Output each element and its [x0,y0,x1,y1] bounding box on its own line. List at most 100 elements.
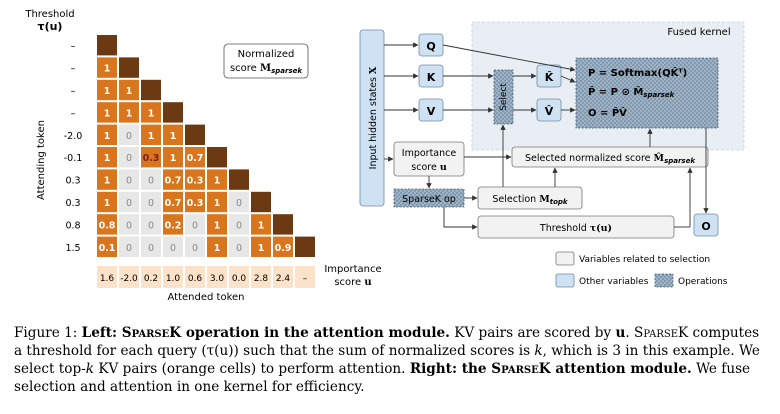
importance-score-cell [273,266,293,288]
matrix-cell-value: 0.9 [275,243,292,254]
matrix-cell-value: 0.7 [165,176,182,187]
caption-k2: k [85,361,95,377]
matrix-cell-value: 0 [148,220,154,231]
matrix-cell [119,79,139,101]
row-threshold-value: – [71,108,76,119]
matrix-cell-value: 0 [126,198,132,209]
matrix-cell [207,214,227,235]
importance-score-cell [295,266,315,288]
selection-box [477,186,583,210]
matrix-cell [97,102,117,123]
score-matrix: 11 11 1 11 0 1 11 0 0.3 1 0.71 0 0 0.7 0.3 11 0 0 0.7 0.3 1 0… [97,35,315,257]
row-threshold-value: – [71,86,76,97]
matrix-cell-value: 0.2 [165,220,182,231]
matrix-cell [141,124,161,145]
matrix-cell-value: 1 [104,198,111,209]
importance-score-cell [97,266,117,288]
matrix-cell-value: 0 [126,131,132,142]
matrix-cell [295,236,315,257]
importance-score-cell [141,266,161,288]
figure-svg: Threshold τ(u) Attending token – – – – -2.0 -… [24,9,745,303]
threshold-label: Threshold [24,9,74,20]
output-o-box [693,213,719,237]
row-threshold-value: – [71,41,76,52]
importance-score-line1: Importance [402,148,457,159]
legend-other-vars: Other variables [579,277,649,287]
matrix-cell [273,214,293,235]
caption-right-head: Right: the SparseK attention module. [409,361,692,377]
importance-score-label-1: Importance [324,264,381,275]
matrix-cell [251,214,271,235]
sparsek-attention-module: Fused kernel Input hidden states X Q K V… [359,21,745,288]
threshold-tau-label: τ(u) [38,20,63,33]
matrix-cell-value: 1 [104,108,111,119]
sparsek-matrix-panel: Threshold τ(u) Attending token – – – – -2.0 -… [24,9,381,303]
caption-tau: τ(u) [206,343,234,359]
importance-score-cell [229,266,249,288]
row-threshold-value: 0.8 [65,220,80,231]
matrix-cell [185,124,205,145]
input-hidden-states-box [359,29,385,207]
matrix-cell [97,147,117,168]
matrix-cell [97,236,117,257]
matrix-cell [207,236,227,257]
k-hat-label: K̂ [545,71,554,84]
matrix-cell-value: 0.3 [187,198,204,209]
importance-score-value: 2.8 [254,274,269,284]
row-threshold-value: 0.3 [65,198,80,209]
matrix-cell-value: 0 [236,243,242,254]
importance-score-cell [185,266,205,288]
importance-score-value: 1.0 [166,274,181,284]
matrix-cell-value: 1 [104,131,111,142]
matrix-cell [97,79,117,101]
matrix-cell [185,214,205,235]
matrix-cell [97,57,117,78]
importance-score-cell [119,266,139,288]
figure-stage: Threshold τ(u) Attending token – – – – -2.0 -… [24,9,745,303]
matrix-cell [251,191,271,213]
sparsek-op-label: SparseK op [402,194,456,205]
q-label: Q [426,40,435,53]
matrix-cell-value: 1 [104,176,111,187]
matrix-cell-value: 0 [148,176,154,187]
matrix-cell [207,169,227,190]
attention-op-box [575,57,719,129]
matrix-cell-value: 1 [170,131,177,142]
legend-selection-vars: Variables related to selection [579,255,710,265]
output-o-label: O [701,220,710,233]
matrix-cell [229,236,249,257]
matrix-cell-value: 0 [192,243,198,254]
matrix-cell [119,191,139,213]
importance-score-cell [163,266,183,288]
importance-score-cell [251,266,271,288]
importance-score-value: 2.4 [276,274,291,284]
matrix-cell [163,124,183,145]
caption-left-text4: , which is 3 in this example. We select … [14,343,760,377]
matrix-cell [119,214,139,235]
matrix-cell-value: 0 [170,243,176,254]
matrix-cell-value: 0.7 [187,153,204,164]
matrix-cell-value: 0 [236,198,242,209]
matrix-cell-value: 0.7 [165,198,182,209]
matrix-cell [97,214,117,235]
matrix-cell-value: 1 [214,243,221,254]
matrix-cell-value: 1 [126,86,133,97]
row-threshold-value: – [71,64,76,75]
k-label: K [427,71,436,84]
matrix-cell-value: 1 [258,243,265,254]
matrix-cell-value: 1 [258,220,265,231]
matrix-cell [207,147,227,168]
legend-operations: Operations [678,277,728,287]
matrix-cell [185,236,205,257]
matrix-cell [141,236,161,257]
importance-score-line2: score u [411,162,447,173]
matrix-cell-value: 1 [214,176,221,187]
matrix-cell-value: 0 [126,220,132,231]
matrix-cell [185,191,205,213]
caption-right-text: We fuse selection and attention in one k… [14,361,751,395]
matrix-cell-value: 0.1 [99,243,116,254]
matrix-cell-value: 1 [148,108,155,119]
importance-score-value: 1.6 [100,274,115,284]
matrix-cell [229,169,249,190]
caption-left-text2a: . [625,325,635,341]
